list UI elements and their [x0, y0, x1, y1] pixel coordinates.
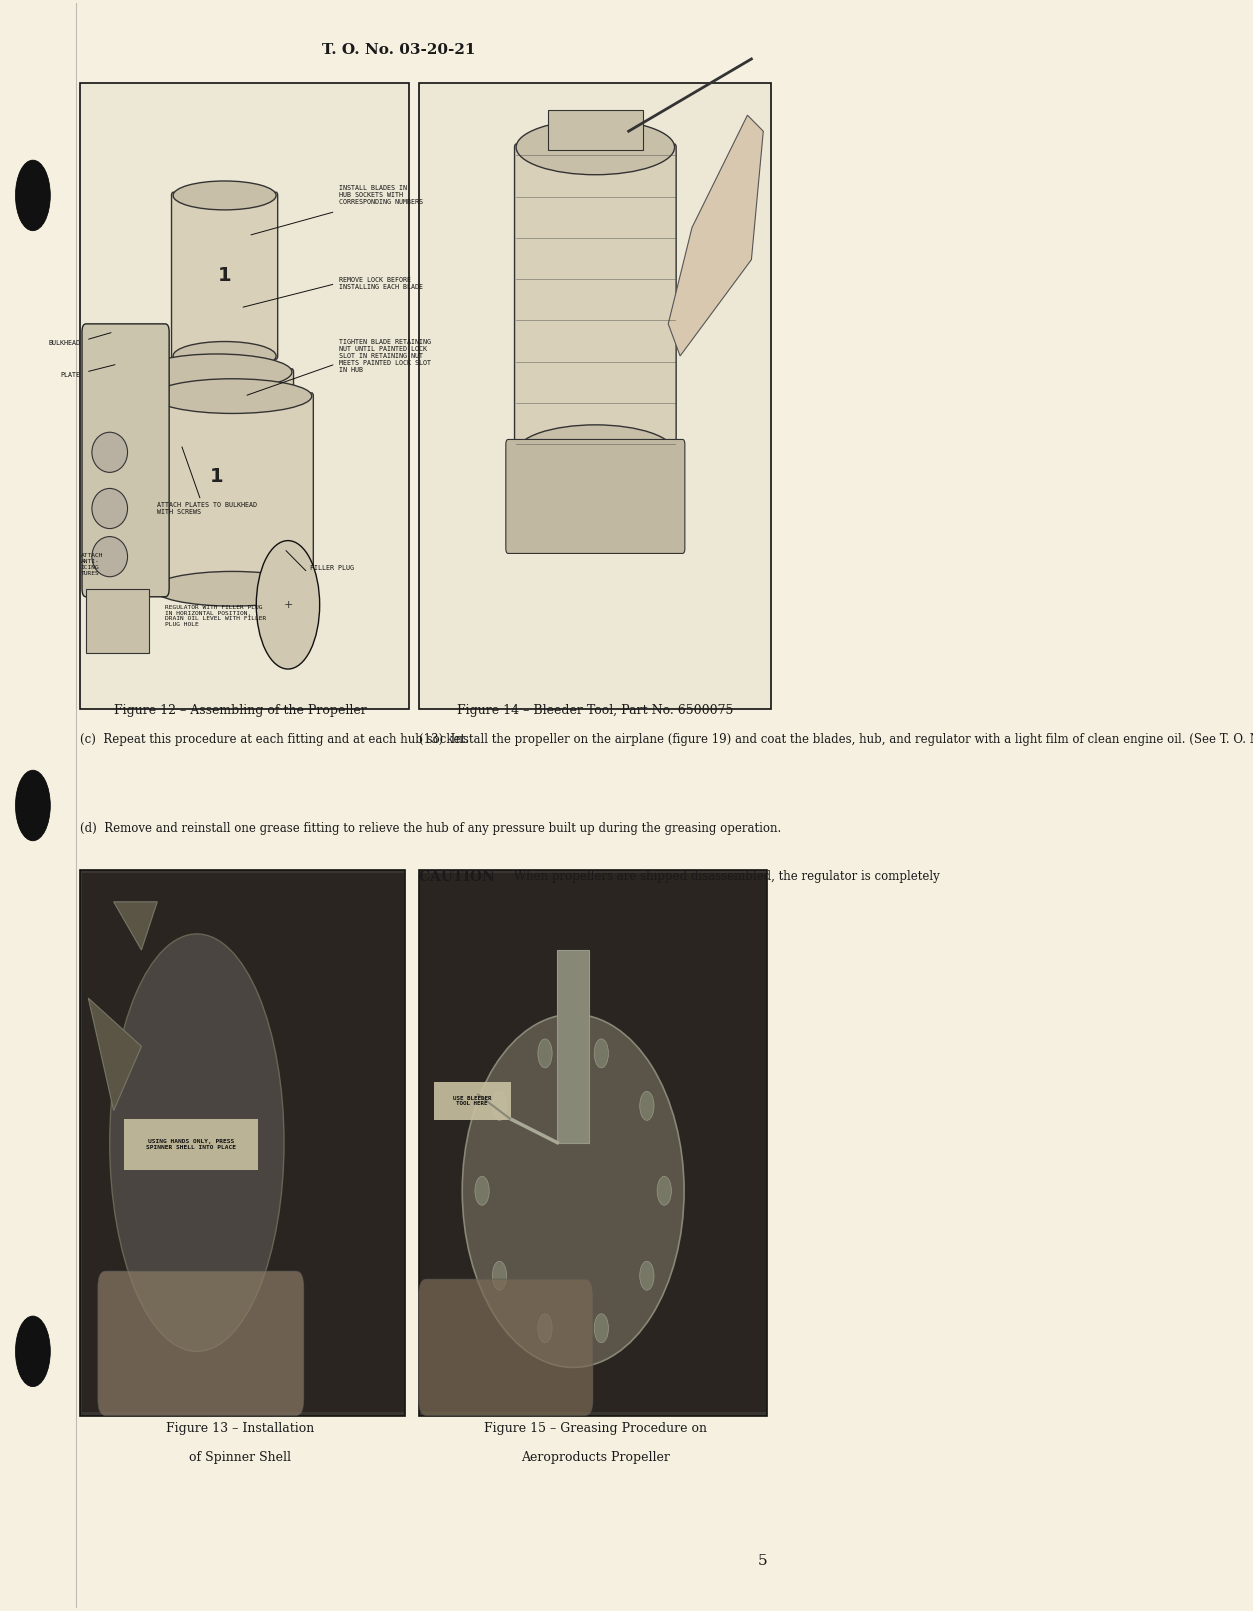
- FancyBboxPatch shape: [140, 369, 293, 575]
- Text: FILLER PLUG: FILLER PLUG: [311, 565, 355, 570]
- Text: 1: 1: [218, 266, 232, 285]
- Text: Figure 14 – Bleeder Tool, Part No. 6500075: Figure 14 – Bleeder Tool, Part No. 65000…: [457, 704, 733, 717]
- Text: BULKHEAD: BULKHEAD: [49, 340, 80, 346]
- Bar: [86, 588, 149, 652]
- Text: TIGHTEN BLADE RETAINING
NUT UNTIL PAINTED LOCK
SLOT IN RETAINING NUT
MEETS PAINT: TIGHTEN BLADE RETAINING NUT UNTIL PAINTE…: [340, 338, 431, 374]
- Circle shape: [594, 1039, 609, 1068]
- Ellipse shape: [91, 536, 128, 577]
- Ellipse shape: [153, 379, 312, 414]
- Text: Figure 13 – Installation: Figure 13 – Installation: [167, 1423, 315, 1435]
- Circle shape: [15, 770, 50, 841]
- Ellipse shape: [91, 432, 128, 472]
- Bar: [419, 84, 771, 709]
- Polygon shape: [114, 902, 158, 950]
- Circle shape: [475, 1176, 489, 1205]
- Ellipse shape: [516, 119, 674, 174]
- Text: Aeroproducts Propeller: Aeroproducts Propeller: [521, 1452, 670, 1464]
- Text: INSTALL BLADES IN
HUB SOCKETS WITH
CORRESPONDING NUMBERS: INSTALL BLADES IN HUB SOCKETS WITH CORRE…: [340, 185, 424, 206]
- Ellipse shape: [153, 572, 312, 606]
- Bar: [81, 873, 403, 1413]
- Circle shape: [538, 1315, 553, 1342]
- Polygon shape: [668, 114, 763, 356]
- FancyBboxPatch shape: [515, 143, 677, 456]
- FancyBboxPatch shape: [124, 1118, 258, 1170]
- Text: (13)  Install the propeller on the airplane (figure 19) and coat the blades, hub: (13) Install the propeller on the airpla…: [419, 733, 1253, 746]
- Bar: [558, 950, 589, 1142]
- Text: When propellers are shipped disassembled, the regulator is completely: When propellers are shipped disassembled…: [514, 870, 940, 883]
- Text: ATTACH PLATES TO BULKHEAD
WITH SCREWS: ATTACH PLATES TO BULKHEAD WITH SCREWS: [158, 503, 257, 516]
- FancyBboxPatch shape: [506, 440, 685, 554]
- Text: CAUTION: CAUTION: [419, 870, 499, 884]
- Circle shape: [15, 159, 50, 230]
- Ellipse shape: [516, 425, 674, 480]
- Circle shape: [15, 1316, 50, 1387]
- Bar: [548, 110, 643, 150]
- Circle shape: [492, 1091, 506, 1120]
- Ellipse shape: [110, 934, 284, 1352]
- Circle shape: [640, 1091, 654, 1120]
- FancyBboxPatch shape: [172, 192, 278, 359]
- Bar: [419, 870, 767, 1416]
- Circle shape: [492, 1261, 506, 1290]
- Text: 1: 1: [209, 467, 223, 487]
- Ellipse shape: [91, 488, 128, 528]
- Text: (c)  Repeat this procedure at each fitting and at each hub socket.: (c) Repeat this procedure at each fittin…: [80, 733, 470, 746]
- Ellipse shape: [173, 342, 276, 371]
- FancyBboxPatch shape: [152, 393, 313, 591]
- Text: Figure 15 – Greasing Procedure on: Figure 15 – Greasing Procedure on: [484, 1423, 707, 1435]
- Text: of Spinner Shell: of Spinner Shell: [189, 1452, 292, 1464]
- Text: USING HANDS ONLY, PRESS
SPINNER SHELL INTO PLACE: USING HANDS ONLY, PRESS SPINNER SHELL IN…: [147, 1139, 237, 1150]
- FancyBboxPatch shape: [419, 1279, 593, 1416]
- Bar: [80, 870, 405, 1416]
- Circle shape: [257, 541, 320, 669]
- Text: USE BLEEDER
TOOL HERE: USE BLEEDER TOOL HERE: [452, 1095, 491, 1107]
- Text: ATTACH
ANTI-
ICING
TURES: ATTACH ANTI- ICING TURES: [80, 554, 103, 575]
- FancyBboxPatch shape: [98, 1271, 303, 1416]
- Bar: [420, 873, 766, 1413]
- Circle shape: [594, 1315, 609, 1342]
- FancyBboxPatch shape: [81, 324, 169, 596]
- Circle shape: [538, 1039, 553, 1068]
- Text: Figure 12 – Assembling of the Propeller: Figure 12 – Assembling of the Propeller: [114, 704, 367, 717]
- Polygon shape: [88, 999, 142, 1110]
- Text: (d)  Remove and reinstall one grease fitting to relieve the hub of any pressure : (d) Remove and reinstall one grease fitt…: [80, 822, 782, 834]
- Ellipse shape: [173, 180, 276, 209]
- Text: REMOVE LOCK BEFORE
INSTALLING EACH BLADE: REMOVE LOCK BEFORE INSTALLING EACH BLADE: [340, 277, 424, 290]
- Bar: [80, 84, 410, 709]
- FancyBboxPatch shape: [434, 1081, 510, 1120]
- Text: T. O. No. 03-20-21: T. O. No. 03-20-21: [322, 43, 476, 56]
- Text: REGULATOR WITH FILLER PLUG
IN HORIZONTAL POSITION,
DRAIN OIL LEVEL WITH FILLER
P: REGULATOR WITH FILLER PLUG IN HORIZONTAL…: [165, 604, 267, 627]
- Ellipse shape: [142, 354, 292, 390]
- Ellipse shape: [142, 554, 292, 591]
- Text: PLATE: PLATE: [60, 372, 80, 379]
- Ellipse shape: [462, 1015, 684, 1368]
- Circle shape: [640, 1261, 654, 1290]
- Text: 5: 5: [758, 1555, 767, 1568]
- Circle shape: [657, 1176, 672, 1205]
- Text: +: +: [283, 599, 293, 611]
